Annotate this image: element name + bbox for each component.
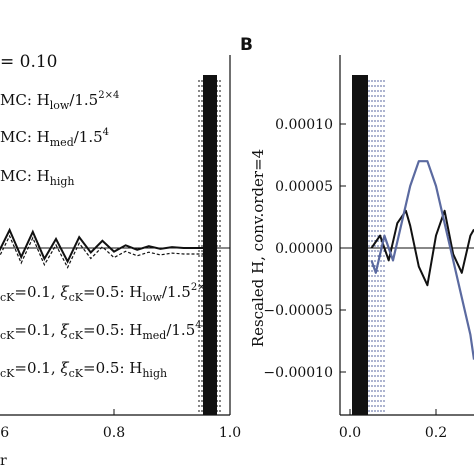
panel-a-series-line: [0, 227, 207, 264]
panel-b-x-tick-label: 0.0: [339, 425, 361, 441]
panel-b-series: [370, 160, 474, 360]
panel-b-ylabel: Rescaled H, conv.order=4: [249, 149, 267, 347]
panel-a-x-tick-label: 0.6: [0, 425, 9, 441]
legend-ck-entry: cK=0.1, ξcK=0.5: Hmed/1.54: [0, 320, 202, 342]
panel-b: 0.00010 0.00005 0.00000 −0.00005 −0.00010 0.…: [249, 55, 474, 441]
legend-mc-entry: MC: Hhigh: [0, 167, 74, 188]
panel-a-x-tick-label: 0.8: [103, 425, 125, 441]
legend-ck-entry: cK=0.1, ξcK=0.5: Hlow/1.52×4: [0, 282, 212, 304]
legend-mc-entry: MC: Hlow/1.52×4: [0, 90, 119, 112]
panel-b-label: B: [240, 35, 253, 55]
panel-a: 0.6 0.8 1.0: [0, 55, 241, 441]
panel-b-y-ticks: 0.00010 0.00005 0.00000 −0.00005 −0.00010: [263, 117, 346, 381]
panel-a-series: [0, 227, 207, 269]
legend-mc-entry: MC: Hmed/1.54: [0, 127, 109, 149]
panel-b-x-tick-label: 0.2: [425, 425, 447, 441]
panel-b-y-tick-label: 0.00005: [275, 179, 333, 195]
header-text: = 0.10: [0, 52, 58, 72]
legend-left: MC: Hlow/1.52×4 MC: Hmed/1.54 MC: Hhigh cK=…: [0, 90, 212, 380]
panel-b-series-blue: [370, 160, 474, 360]
x-trailing-label: r: [0, 453, 7, 469]
panel-b-x-ticks: 0.0 0.2: [339, 409, 447, 441]
panel-a-x-tick-label: 1.0: [219, 425, 241, 441]
panel-b-y-tick-label: 0.00010: [275, 117, 333, 133]
panel-a-x-ticks: 0.6 0.8 1.0: [0, 409, 241, 441]
legend-ck-entry: cK=0.1, ξcK=0.5: Hhigh: [0, 359, 167, 380]
panel-b-y-tick-label: −0.00005: [263, 303, 333, 319]
panel-b-y-tick-label: 0.00000: [275, 241, 333, 257]
panel-a-series-dashed: [0, 234, 207, 269]
panel-b-y-tick-label: −0.00010: [263, 365, 333, 381]
panel-b-noise-band-solid: [352, 75, 368, 415]
panel-b-noise-band: [352, 75, 385, 415]
panel-a-noise-band: [198, 75, 221, 415]
